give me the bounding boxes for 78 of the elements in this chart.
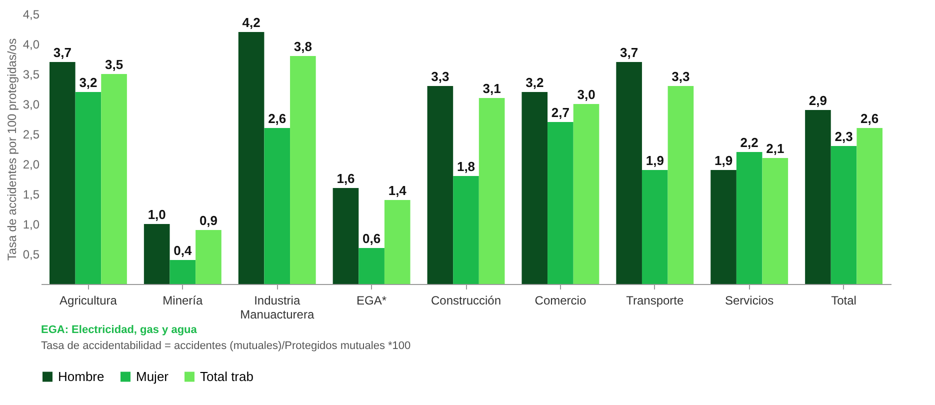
data-label: 2,6 [860,111,879,126]
text: EGA: Electricidad, gas y agua [41,324,198,336]
legend-label: Mujer [136,368,170,384]
x-tick-label: Comercio [534,294,586,308]
bar [522,92,548,284]
bar [196,230,222,284]
bar [75,92,102,284]
x-tick-label: Minería [162,294,203,308]
bar [264,128,290,284]
bar [453,176,479,284]
x-tick-label: Transporte [626,294,684,308]
y-axis-title: Tasa de accidentes por 100 protegidas/os [4,38,19,261]
bar [710,170,736,284]
y-tick-label: 2,5 [22,128,40,142]
data-label: 3,0 [577,87,596,102]
data-label: 2,2 [740,135,758,150]
data-label: 2,1 [766,141,784,156]
y-tick-label: 4,5 [22,8,40,22]
y-tick-label: 1,5 [22,188,40,202]
data-label: 3,3 [672,69,690,84]
y-tick-label: 3,0 [22,98,40,112]
bar [384,200,410,284]
data-label: 1,4 [388,183,408,198]
data-label: 1,0 [148,207,166,222]
bar [170,260,196,284]
text: Tasa de accidentabilidad = accidentes (mutuales)/Protegidos mutuales *100 [41,340,411,352]
data-label: 1,9 [714,153,733,168]
bar [144,224,170,284]
data-label: 4,2 [242,15,260,30]
bar [668,86,694,284]
data-label: 2,9 [808,93,827,108]
bar [101,74,127,284]
bar [478,98,505,284]
bar [736,152,762,284]
legend-label: Total trab [200,368,254,384]
data-label: 3,2 [526,75,544,90]
data-label: 1,9 [646,153,664,168]
bar [427,86,454,284]
data-label: 3,2 [79,75,98,90]
data-label: 0,9 [199,213,218,228]
data-label: 2,6 [268,111,286,126]
data-label: 2,3 [834,129,853,144]
x-tick-label: Industria Manuacturera [240,294,314,322]
x-tick-label: EGA* [356,294,387,308]
bar [358,248,384,284]
bar [805,110,831,284]
bar [616,62,642,284]
data-label: 3,1 [482,81,501,96]
data-label: 2,7 [551,105,570,120]
x-tick-label: Construcción [430,294,502,308]
bar [290,56,316,284]
bar [332,188,359,284]
legend-label: Hombre [58,368,104,384]
data-label: 3,7 [53,45,72,60]
y-tick-label: 2,0 [22,158,40,172]
bar [573,104,600,284]
bar [548,122,574,284]
data-label: 0,4 [174,243,192,258]
y-tick-label: 0,5 [22,248,40,262]
data-label: 3,3 [431,69,450,84]
bar [642,170,668,284]
data-label: 1,6 [336,171,355,186]
bar [762,158,788,284]
data-label: 1,8 [456,159,476,174]
y-tick-label: 1,0 [22,218,40,232]
y-tick-label: 4,0 [22,38,40,52]
bar [830,146,857,284]
data-label: 3,5 [105,57,124,72]
y-tick-label: 3,5 [22,68,40,82]
x-tick-label: Servicios [724,294,774,308]
data-label: 3,8 [294,39,312,54]
bar [238,32,264,284]
x-tick-label: Total [831,294,856,308]
bar [50,62,76,284]
bar [856,128,882,284]
data-label: 3,7 [620,45,638,60]
data-label: 0,6 [362,231,381,246]
x-tick-label: Agricultura [60,294,118,308]
